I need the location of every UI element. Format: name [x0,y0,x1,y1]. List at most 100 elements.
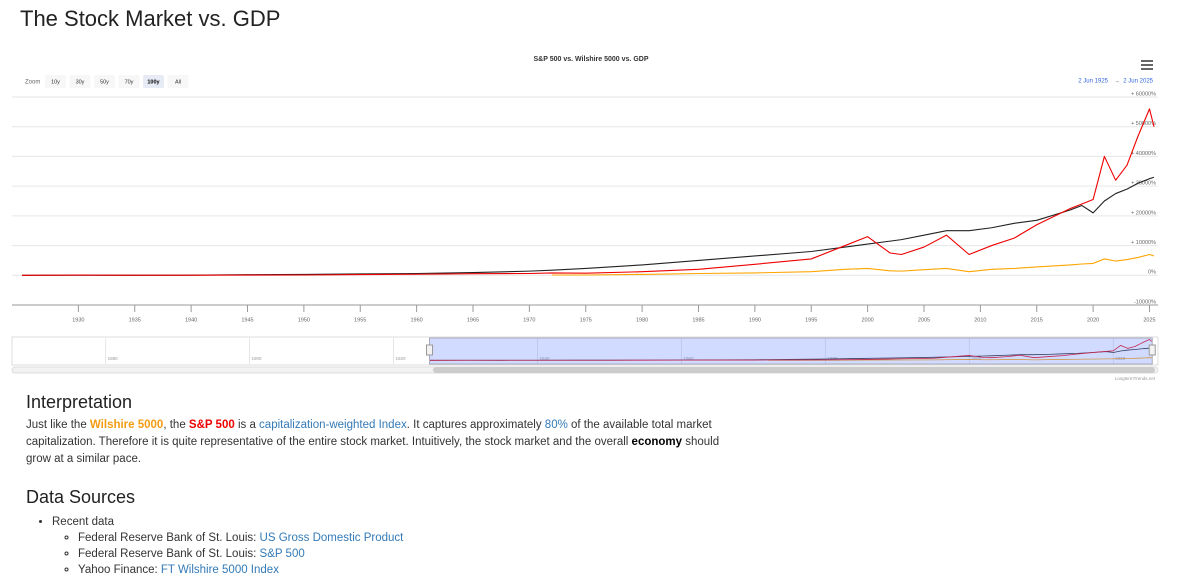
link[interactable]: capitalization-weighted Index [259,419,407,431]
scrollbar-thumb[interactable] [433,367,1155,373]
page-title: The Stock Market vs. GDP [20,6,281,31]
navigator-tick-label: 1920 [396,356,407,361]
chart: S&P 500 vs. Wilshire 5000 vs. GDP Zoom 2… [11,56,1159,381]
list-item: Federal Reserve Bank of St. Louis: US Gr… [78,530,746,546]
zoom-button[interactable]: 50y [94,75,115,88]
zoom-button[interactable]: 70y [118,75,140,88]
text-section: Interpretation Just like the Wilshire 50… [26,392,746,573]
source-prefix: Federal Reserve Bank of St. Louis: [78,548,260,560]
source-list: Recent data Federal Reserve Bank of St. … [26,514,746,573]
text-run: is a [234,419,260,431]
section-heading: Interpretation [26,392,133,412]
x-tick-label: 2020 [1087,317,1099,323]
list-item: Yahoo Finance: FT Wilshire 5000 Index [78,562,746,573]
x-tick-label: 1965 [467,317,479,323]
range-to[interactable]: 2 Jun 2025 [1123,79,1153,85]
zoom-button[interactable]: 30y [69,75,91,88]
navigator-line [429,339,1153,361]
zoom-button-label: 50y [100,79,109,85]
zoom-button-bg [69,75,91,88]
menu-icon[interactable] [1141,60,1153,70]
zoom-button-label: 10y [51,79,60,85]
navigator-tick-label: 2020 [1115,356,1126,361]
text-run: of the available total market capitaliza… [26,419,712,448]
zoom-button-label: 30y [76,79,85,85]
y-tick-label: + 30000% [1131,181,1156,187]
zoom-button-bg [143,75,164,88]
text-run: Just like the [26,419,90,431]
text-run: should grow at a similar pace. [26,436,720,465]
navigator-tick-label: 1880 [108,356,119,361]
zoom-button[interactable]: 10y [45,75,66,88]
zoom-button-bg [118,75,140,88]
zoom-label: Zoom [25,80,40,86]
x-tick-label: 2000 [861,317,873,323]
y-tick-label: 0% [1148,270,1156,276]
credit: LongtermTrends.net [1115,376,1156,381]
x-tick-label: 2015 [1031,317,1043,323]
group-label: Recent data [52,516,115,528]
x-tick-label: 2010 [974,317,986,323]
zoom-button-bg [167,75,189,88]
source-prefix: Yahoo Finance: [78,564,161,573]
y-tick-label: + 10000% [1131,240,1156,246]
y-tick-label: + 20000% [1131,210,1156,216]
y-tick-label: + 60000% [1131,91,1156,97]
series-line [21,176,1155,276]
link[interactable]: 80% [544,419,568,431]
x-tick-label: 1930 [72,317,84,323]
zoom-button[interactable]: 100y [143,75,164,88]
y-tick-label: -10000% [1134,299,1156,305]
list-item: Federal Reserve Bank of St. Louis: S&P 5… [78,546,746,562]
x-tick-label: 2025 [1143,317,1155,323]
menu-bar [1141,64,1153,66]
chart-title: S&P 500 vs. Wilshire 5000 vs. GDP [534,56,649,63]
zoom-button-bg [45,75,66,88]
text-run: economy [631,436,683,448]
navigator-tick-label: 1900 [252,356,263,361]
navigator-tick-label: 1940 [539,356,550,361]
zoom-button[interactable]: All [167,75,189,88]
text-run: Wilshire 5000 [89,419,164,431]
text-run: . It captures approximately [406,419,545,431]
x-tick-label: 1950 [298,317,310,323]
navigator-handle[interactable] [1148,344,1156,356]
zoom-button-label: 100y [147,79,160,85]
navigator-line [767,357,1153,361]
menu-bar [1141,60,1153,62]
x-tick-label: 1990 [749,317,761,323]
menu-bar [1141,68,1153,70]
source-link[interactable]: FT Wilshire 5000 Index [160,564,279,573]
zoom-button-label: All [175,79,181,85]
navigator-selection [429,337,1153,365]
x-tick-label: 1975 [580,317,592,323]
section-heading: Data Sources [26,487,136,507]
text-run: S&P 500 [188,419,235,431]
series-line [21,108,1155,276]
x-tick-label: 1970 [523,317,535,323]
x-tick-label: 2005 [918,317,930,323]
x-tick-label: 1940 [185,317,197,323]
navigator-tick-label: 1960 [683,356,694,361]
x-tick-label: 1945 [241,317,253,323]
navigator-tick-label: 2000 [971,356,982,361]
source-link[interactable]: S&P 500 [259,548,305,560]
paragraph: Just like the Wilshire 5000, the S&P 500… [26,417,746,468]
list-item: Recent data Federal Reserve Bank of St. … [52,514,746,573]
zoom-button-label: 70y [125,79,134,85]
x-tick-label: 1935 [129,317,141,323]
source-link[interactable]: US Gross Domestic Product [259,532,404,544]
range-from[interactable]: 2 Jun 1925 [1078,79,1108,85]
navigator-handle[interactable] [426,344,434,356]
x-tick-label: 1960 [410,317,422,323]
source-prefix: Federal Reserve Bank of St. Louis: [78,532,260,544]
zoom-button-bg [94,75,115,88]
x-tick-label: 1955 [354,317,366,323]
text-run: , the [163,419,189,431]
range-arrow: → [1114,79,1120,85]
series-line [551,253,1155,276]
y-tick-label: + 40000% [1131,151,1156,157]
x-tick-label: 1985 [692,317,704,323]
sub-list: Federal Reserve Bank of St. Louis: US Gr… [52,530,746,573]
